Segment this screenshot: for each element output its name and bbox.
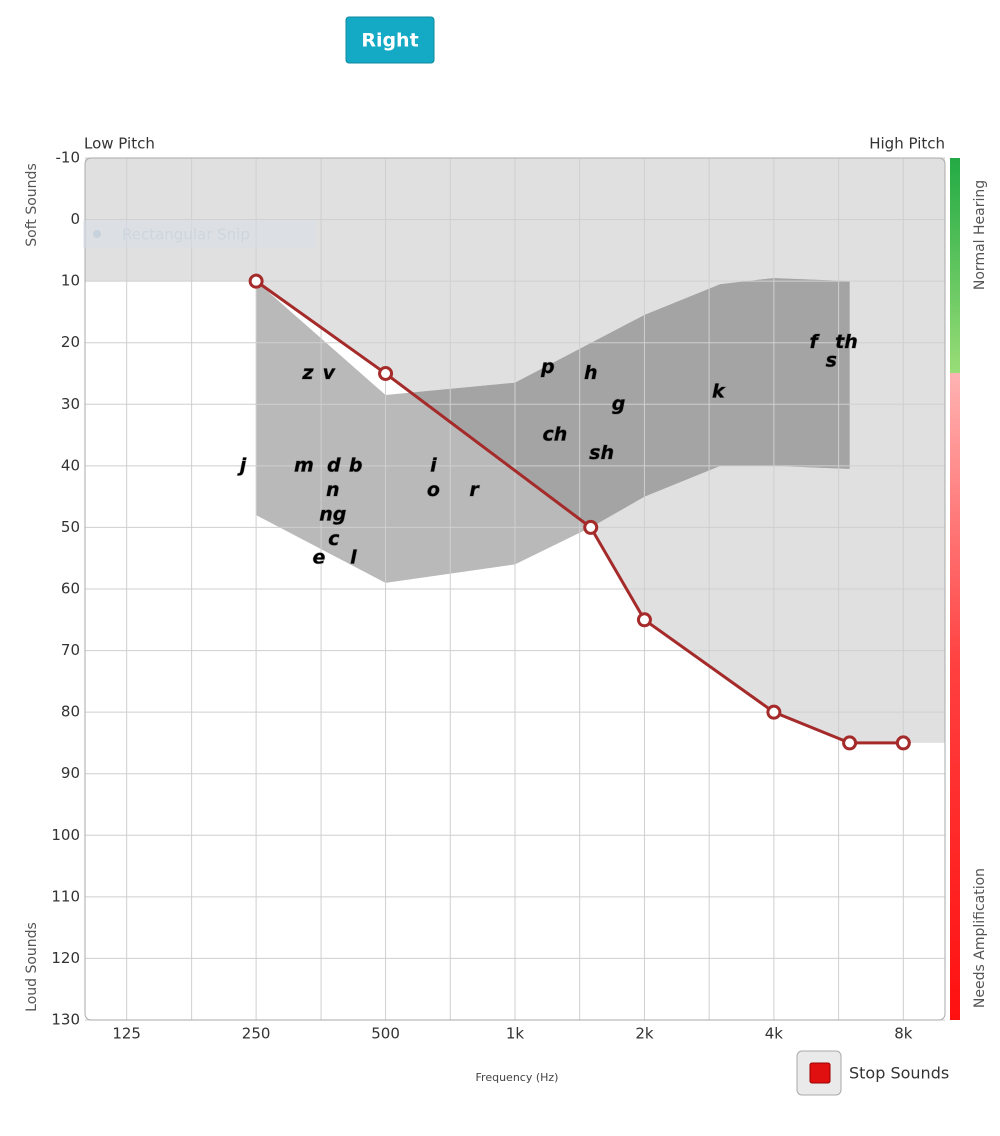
threshold-point [842,735,858,751]
loud-label: Loud Sounds [24,922,40,1012]
y-tick-label: 70 [61,641,80,659]
y-tick-label: 110 [51,887,80,905]
y-tick-label: 100 [51,826,80,844]
stop-button[interactable]: Stop Sounds [796,1050,949,1096]
phoneme: e [313,547,326,569]
amplify-bar [950,373,960,1020]
y-tick-label: 60 [61,580,80,598]
snip-overlay [83,220,316,248]
y-tick-label: 80 [61,703,80,721]
y-tick-label: 130 [51,1011,80,1029]
button-bg[interactable] [345,16,435,64]
y-tick-label: 50 [61,518,80,536]
stop-button-label[interactable]: Stop Sounds [849,1064,949,1083]
phoneme: o [427,479,440,501]
phoneme: k [712,380,726,402]
y-tick-label: 30 [61,395,80,413]
y-tick-label: 0 [70,210,80,228]
normal-bar [950,158,960,373]
phoneme: l [350,547,357,569]
phoneme: th [835,331,858,353]
y-tick-label: -10 [56,149,81,167]
amplify-label: Needs Amplification [972,868,988,1008]
phoneme: r [469,479,480,501]
x-tick-label: 8k [894,1025,913,1043]
phoneme: g [612,393,626,415]
phoneme: c [328,528,340,550]
phoneme: n [326,479,340,501]
phoneme: h [584,362,598,384]
phoneme: s [826,350,837,372]
normal-label: Normal Hearing [972,180,988,290]
phoneme: z [301,362,314,384]
threshold-point [895,735,911,751]
x-tick-label: 4k [765,1025,784,1043]
threshold-point [248,273,264,289]
y-tick-label: 40 [61,456,80,474]
y-tick-label: 20 [61,333,80,351]
x-tick-label: 2k [635,1025,654,1043]
phoneme: d [327,454,341,476]
phoneme: p [540,356,555,378]
right-button[interactable]: Right [345,16,435,64]
button-label[interactable]: Right [361,30,418,52]
y-tick-label: 10 [61,272,80,290]
phoneme: j [237,454,247,476]
snip-text: Rectangular Snip [122,226,250,244]
y-tick-label: 90 [61,764,80,782]
x-tick-label: 250 [242,1025,271,1043]
threshold-point [378,366,394,381]
plot-border [84,157,946,1021]
stop-icon[interactable] [809,1062,831,1084]
high-pitch-label: High Pitch [869,135,945,153]
phoneme: b [349,454,363,476]
x-tick-label: 1k [506,1025,525,1043]
x-tick-label: 125 [112,1025,141,1043]
x-axis-label: Frequency (Hz) [476,1071,559,1084]
phoneme: v [323,362,336,384]
soft-label: Soft Sounds [24,163,40,246]
y-tick-label: 120 [51,949,80,967]
phoneme: i [430,454,437,476]
snip-icon [93,230,101,238]
phoneme: m [294,454,314,476]
threshold-point [636,612,652,628]
threshold-point [583,519,599,535]
phoneme: sh [589,442,614,464]
threshold-point [766,704,782,720]
phoneme: ng [319,504,346,526]
low-pitch-label: Low Pitch [84,135,155,153]
x-tick-label: 500 [371,1025,400,1043]
phoneme: ch [542,424,567,446]
